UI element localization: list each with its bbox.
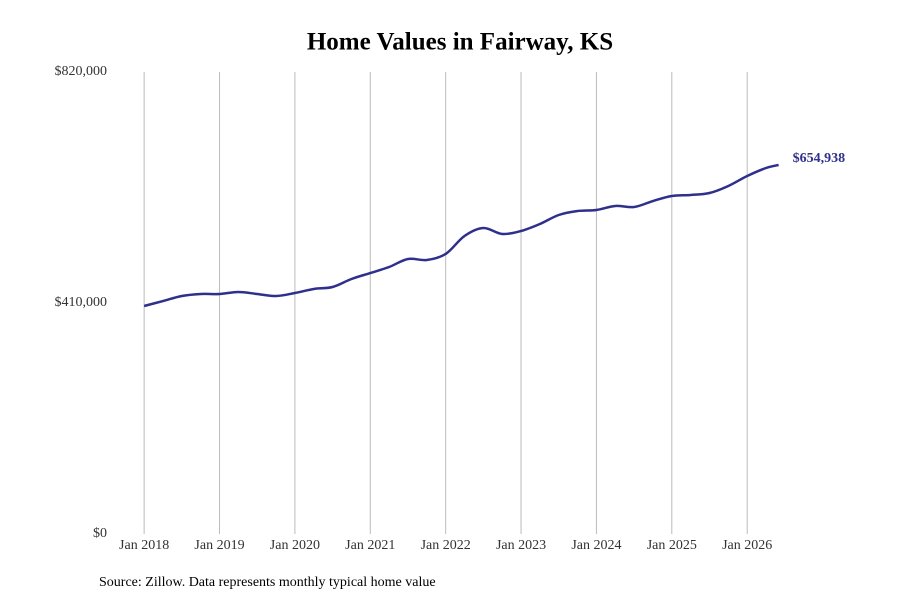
x-tick-label: Jan 2026 bbox=[722, 538, 772, 553]
x-tick-label: Jan 2024 bbox=[571, 538, 621, 553]
x-tick-label: Jan 2019 bbox=[194, 538, 244, 553]
data-label: $654,938 bbox=[793, 151, 846, 166]
x-tick-label: Jan 2021 bbox=[345, 538, 395, 553]
source-note: Source: Zillow. Data represents monthly … bbox=[99, 575, 436, 590]
x-tick-label: Jan 2018 bbox=[119, 538, 169, 553]
x-tick-label: Jan 2022 bbox=[421, 538, 471, 553]
x-tick-label: Jan 2023 bbox=[496, 538, 546, 553]
y-tick-label: $0 bbox=[93, 526, 107, 541]
y-tick-label: $410,000 bbox=[55, 295, 108, 310]
y-tick-label: $820,000 bbox=[55, 64, 108, 79]
x-tick-label: Jan 2020 bbox=[270, 538, 320, 553]
line-series bbox=[143, 163, 779, 308]
chart-title: Home Values in Fairway, KS bbox=[307, 29, 613, 56]
x-tick-label: Jan 2025 bbox=[647, 538, 697, 553]
